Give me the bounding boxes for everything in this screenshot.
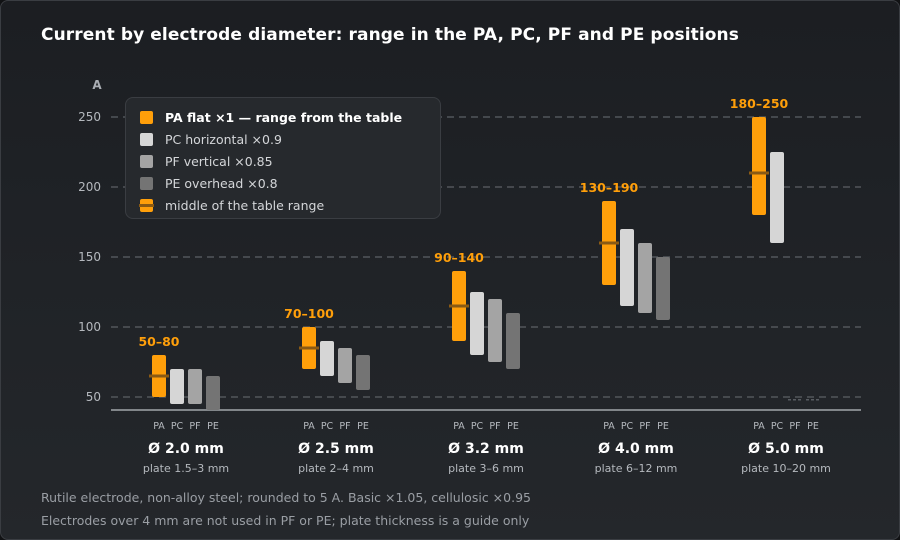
y-tick-label: 100	[78, 320, 101, 334]
position-tick-label: PC	[321, 421, 334, 432]
range-bar-pc	[620, 229, 634, 306]
position-tick-label: PF	[489, 421, 500, 432]
plate-thickness-label: plate 2–4 mm	[298, 462, 374, 475]
range-bar-pa	[752, 117, 766, 215]
diameter-label: Ø 5.0 mm	[748, 441, 824, 457]
position-tick-label: PA	[303, 421, 315, 432]
legend-item: PE overhead ×0.8	[140, 172, 426, 194]
range-bar-pc	[470, 292, 484, 355]
legend-swatch	[140, 132, 153, 146]
position-tick-label: PC	[771, 421, 784, 432]
position-tick-label: PF	[789, 421, 800, 432]
range-bar-pc	[320, 341, 334, 376]
diameter-label: Ø 2.0 mm	[148, 441, 224, 457]
legend-label: PC horizontal ×0.9	[165, 131, 282, 147]
plate-thickness-label: plate 3–6 mm	[448, 462, 524, 475]
range-data-label: 50–80	[138, 334, 179, 349]
legend-swatch	[140, 110, 153, 124]
legend-swatch	[140, 154, 153, 168]
position-tick-label: PF	[339, 421, 350, 432]
plate-thickness-label: plate 1.5–3 mm	[143, 462, 229, 475]
plate-thickness-label: plate 10–20 mm	[741, 462, 831, 475]
position-tick-label: PE	[507, 421, 519, 432]
plate-thickness-label: plate 6–12 mm	[595, 462, 678, 475]
diameter-label: Ø 2.5 mm	[298, 441, 374, 457]
legend-item: PC horizontal ×0.9	[140, 128, 426, 150]
range-bar-pf	[338, 348, 352, 383]
chart-title: Current by electrode diameter: range in …	[41, 25, 739, 45]
y-tick-label: 50	[86, 390, 101, 404]
position-tick-label: PE	[807, 421, 819, 432]
y-tick-label: 150	[78, 250, 101, 264]
legend-label: middle of the table range	[165, 197, 325, 213]
y-axis-label: A	[92, 78, 102, 92]
legend-item: PA flat ×1 — range from the table	[140, 106, 426, 128]
legend-item: PF vertical ×0.85	[140, 150, 426, 172]
range-data-label: 180–250	[730, 96, 789, 111]
range-data-label: 70–100	[284, 306, 334, 321]
legend-swatch	[140, 176, 153, 190]
position-tick-label: PA	[603, 421, 615, 432]
y-tick-label: 250	[78, 110, 101, 124]
range-bar-pe	[506, 313, 520, 369]
position-tick-label: PE	[657, 421, 669, 432]
position-tick-label: PA	[753, 421, 765, 432]
position-tick-label: PE	[207, 421, 219, 432]
range-data-label: 90–140	[434, 250, 484, 265]
position-tick-label: PC	[171, 421, 184, 432]
range-bar-pe	[356, 355, 370, 390]
legend-label: PE overhead ×0.8	[165, 175, 278, 191]
legend-median-swatch	[139, 198, 154, 212]
position-tick-label: PA	[453, 421, 465, 432]
position-tick-label: PC	[621, 421, 634, 432]
range-bar-pe	[656, 257, 670, 320]
range-bar-pf	[188, 369, 202, 404]
legend-label: PF vertical ×0.85	[165, 153, 273, 169]
footer-note-1: Rutile electrode, non-alloy steel; round…	[41, 490, 531, 505]
range-bar-pf	[638, 243, 652, 313]
legend-item: middle of the table range	[139, 194, 426, 216]
y-tick-label: 200	[78, 180, 101, 194]
position-tick-label: PF	[189, 421, 200, 432]
range-bar-pe	[206, 376, 220, 410]
position-tick-label: PE	[357, 421, 369, 432]
diameter-label: Ø 4.0 mm	[598, 441, 674, 457]
footer-note-2: Electrodes over 4 mm are not used in PF …	[41, 513, 530, 528]
range-bar-pf	[488, 299, 502, 362]
position-tick-label: PC	[471, 421, 484, 432]
legend: PA flat ×1 — range from the table PC hori…	[125, 97, 441, 219]
range-bar-pc	[170, 369, 184, 404]
legend-label: PA flat ×1 — range from the table	[165, 109, 403, 125]
diameter-label: Ø 3.2 mm	[448, 441, 524, 457]
range-bar-pc	[770, 152, 784, 243]
position-tick-label: PF	[639, 421, 650, 432]
range-data-label: 130–190	[580, 180, 639, 195]
position-tick-label: PA	[153, 421, 165, 432]
